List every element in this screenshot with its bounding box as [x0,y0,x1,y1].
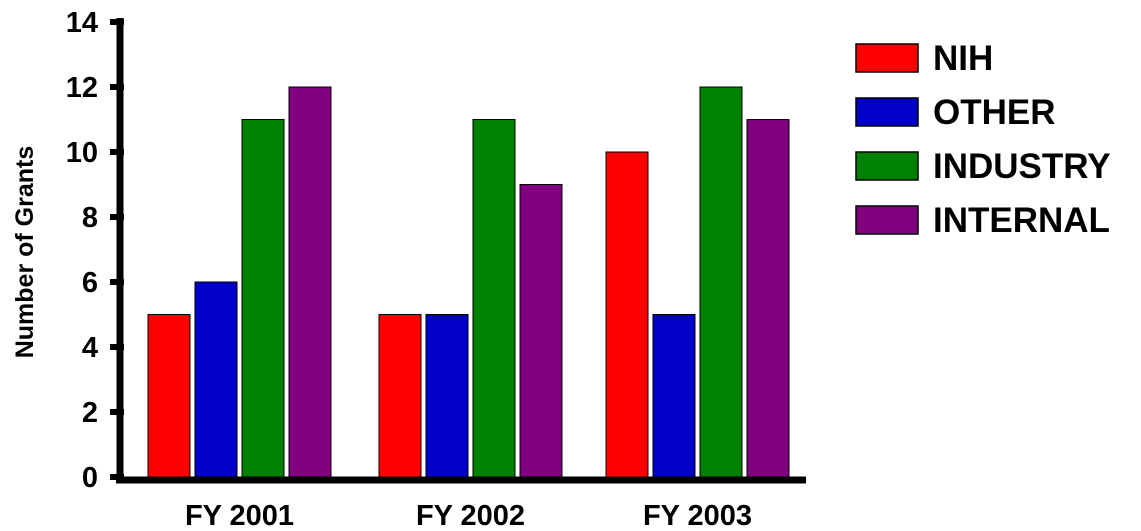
bar-industry-fy-2002 [472,119,516,478]
axes-group [116,18,806,484]
x-labels-group: FY 2001 FY 2002 FY 2003 [185,500,752,531]
bar-internal-fy-2001 [288,86,332,478]
legend-label-nih: NIH [933,39,993,78]
bar-internal-fy-2002 [519,184,563,478]
y-tick-label: 4 [82,332,98,364]
bar-internal-fy-2003 [746,119,790,478]
legend-swatch-nih [855,43,919,73]
bar-other-fy-2001 [194,281,238,478]
legend-swatch-other [855,97,919,127]
y-tick-label: 14 [66,7,98,39]
legend-swatch-internal [855,205,919,235]
legend-label-industry: INDUSTRY [933,147,1111,186]
bar-other-fy-2003 [652,314,696,478]
bar-other-fy-2002 [425,314,469,478]
y-tick-label: 8 [82,202,98,234]
bar-industry-fy-2003 [699,86,743,478]
bar-nih-fy-2001 [147,314,191,478]
legend-swatch-industry [855,151,919,181]
y-tick-label: 6 [82,267,98,299]
y-tick-label: 10 [66,137,98,169]
y-ticks-group: 0 2 4 6 8 10 12 14 [66,7,124,494]
y-tick-label: 0 [82,462,98,494]
bars-group [147,86,790,478]
y-tick-label: 2 [82,397,98,429]
x-category-label: FY 2001 [185,500,294,531]
y-tick-label: 12 [66,72,98,104]
legend-label-other: OTHER [933,93,1056,132]
y-axis-title: Number of Grants [11,146,39,359]
x-category-label: FY 2002 [416,500,525,531]
x-category-label: FY 2003 [643,500,752,531]
bar-nih-fy-2002 [378,314,422,478]
legend-label-internal: INTERNAL [933,201,1110,240]
bar-industry-fy-2001 [241,119,285,478]
bar-nih-fy-2003 [605,151,649,478]
legend: NIH OTHER INDUSTRY INTERNAL [855,39,1111,240]
